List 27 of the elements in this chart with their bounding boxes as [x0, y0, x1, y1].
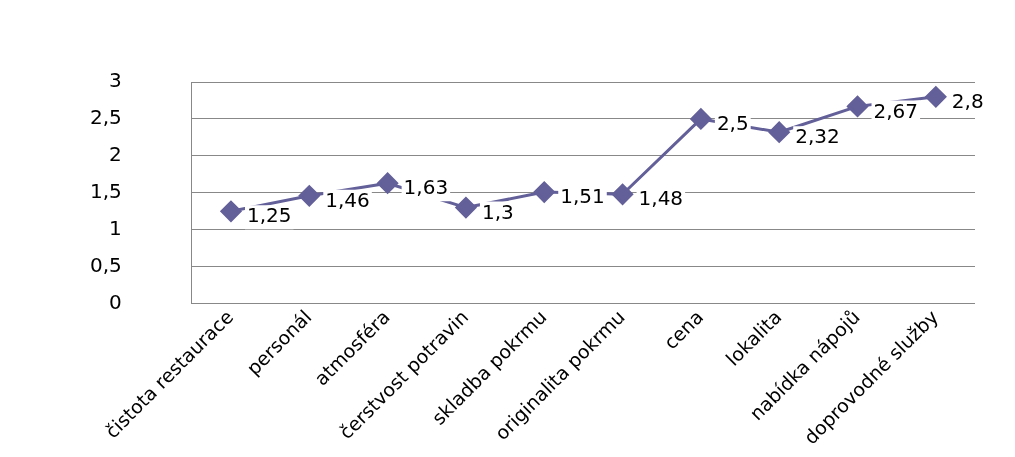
y-tick-label: 1,5 [89, 179, 122, 204]
point [533, 181, 555, 203]
point [925, 86, 947, 108]
y-tick-label: 2 [109, 142, 122, 167]
point [847, 95, 869, 117]
data-label: 1,25 [246, 203, 292, 228]
point [768, 121, 790, 143]
data-label: 2,67 [873, 98, 919, 123]
data-label: 1,46 [325, 187, 370, 212]
y-tick-label: 1 [109, 215, 122, 240]
data-label: 2,5 [716, 111, 749, 136]
point [298, 185, 320, 207]
point [612, 183, 634, 205]
y-tick-label: 0 [109, 289, 122, 314]
data-label: 1,51 [560, 184, 605, 209]
point [455, 197, 477, 219]
point [377, 172, 399, 194]
y-tick-label: 3 [109, 68, 122, 93]
point [220, 200, 242, 222]
point [690, 108, 712, 130]
data-label: 2,8 [951, 88, 984, 113]
data-label: 1,3 [481, 199, 514, 224]
data-label: 1,63 [403, 175, 449, 200]
data-label: 1,48 [638, 186, 684, 211]
data-label: 2,32 [795, 124, 840, 149]
y-tick-label: 0,5 [89, 252, 122, 277]
y-tick-label: 2,5 [89, 105, 122, 130]
